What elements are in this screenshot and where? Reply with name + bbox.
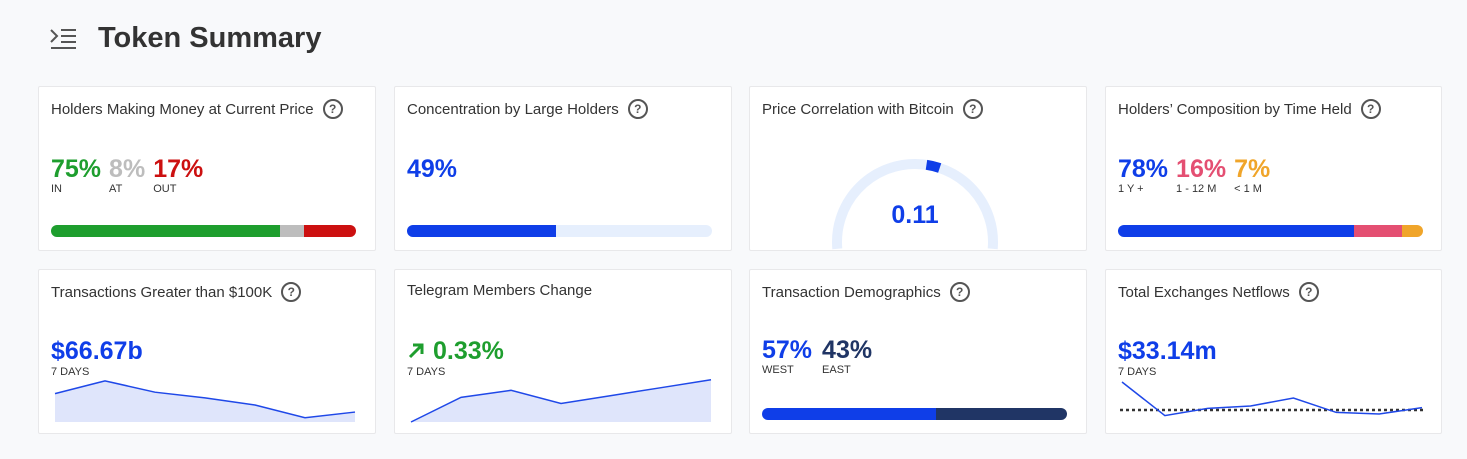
mid-label: 1 - 12 M bbox=[1176, 183, 1217, 195]
card-title-text: Concentration by Large Holders bbox=[407, 100, 619, 118]
sparkline-area bbox=[55, 380, 355, 422]
card-price-correlation: Price Correlation with Bitcoin ? 0.11 bbox=[749, 86, 1087, 251]
help-icon[interactable]: ? bbox=[627, 99, 648, 119]
money-values: 75% IN 8% AT 17% OUT bbox=[51, 155, 211, 195]
concentration-value: 49% bbox=[407, 155, 458, 183]
telegram-stat: 0.33% 7 DAYS bbox=[407, 336, 504, 378]
out-stat: 17% OUT bbox=[153, 155, 203, 195]
concentration-bar-fill bbox=[407, 225, 557, 237]
card-holders-composition: Holders’ Composition by Time Held ? 78% … bbox=[1105, 86, 1442, 251]
telegram-value-row: 0.33% bbox=[407, 336, 504, 366]
at-label: AT bbox=[109, 183, 123, 195]
help-icon[interactable]: ? bbox=[281, 282, 302, 302]
short-stat: 7% < 1 M bbox=[1234, 155, 1270, 195]
money-bar-in bbox=[51, 225, 280, 237]
card-holders-making-money: Holders Making Money at Current Price ? … bbox=[38, 86, 376, 251]
card-title-text: Transaction Demographics bbox=[762, 283, 941, 301]
card-title: Holders Making Money at Current Price ? bbox=[51, 99, 343, 119]
netflows-value: $33.14m bbox=[1118, 337, 1217, 365]
card-title-text: Transactions Greater than $100K bbox=[51, 283, 273, 301]
card-telegram-members: Telegram Members Change 0.33% 7 DAYS bbox=[394, 269, 732, 434]
card-title: Price Correlation with Bitcoin ? bbox=[762, 99, 983, 119]
out-label: OUT bbox=[153, 183, 177, 195]
card-large-transactions: Transactions Greater than $100K ? $66.67… bbox=[38, 269, 376, 434]
transactions-sparkline bbox=[54, 380, 356, 422]
help-icon[interactable]: ? bbox=[949, 282, 970, 302]
sparkline-line bbox=[1121, 381, 1423, 417]
card-title: Transactions Greater than $100K ? bbox=[51, 282, 302, 302]
card-title-text: Holders’ Composition by Time Held bbox=[1118, 100, 1352, 118]
money-bar-at bbox=[279, 225, 305, 237]
netflows-sparkline bbox=[1120, 381, 1424, 417]
demographics-values: 57% WEST 43% EAST bbox=[762, 336, 880, 376]
long-value: 78% bbox=[1118, 155, 1169, 183]
card-exchange-netflows: Total Exchanges Netflows ? $33.14m 7 DAY… bbox=[1105, 269, 1442, 434]
help-icon[interactable]: ? bbox=[962, 99, 983, 119]
west-label: WEST bbox=[762, 364, 794, 376]
card-title-text: Holders Making Money at Current Price bbox=[51, 100, 314, 118]
correlation-value: 0.11 bbox=[891, 201, 938, 229]
help-icon[interactable]: ? bbox=[1298, 282, 1319, 302]
card-transaction-demographics: Transaction Demographics ? 57% WEST 43% … bbox=[749, 269, 1087, 434]
money-bar-out bbox=[304, 225, 356, 237]
sparkline-line bbox=[410, 379, 712, 423]
demographics-bar-east bbox=[935, 408, 1067, 420]
out-value: 17% bbox=[153, 155, 204, 183]
composition-values: 78% 1 Y + 16% 1 - 12 M 7% < 1 M bbox=[1118, 155, 1278, 195]
sparkline-line bbox=[54, 380, 356, 419]
gauge-track bbox=[832, 159, 998, 250]
money-bar bbox=[51, 225, 356, 237]
in-stat: 75% IN bbox=[51, 155, 101, 195]
transactions-period: 7 DAYS bbox=[51, 366, 90, 378]
netflows-period: 7 DAYS bbox=[1118, 366, 1157, 378]
at-value: 8% bbox=[109, 155, 146, 183]
west-value: 57% bbox=[762, 336, 813, 364]
arrow-up-right-icon bbox=[408, 343, 424, 359]
help-icon[interactable]: ? bbox=[1360, 99, 1381, 119]
telegram-period: 7 DAYS bbox=[407, 366, 446, 378]
composition-bar-mid bbox=[1353, 225, 1402, 237]
transactions-value: $66.67b bbox=[51, 337, 143, 365]
at-stat: 8% AT bbox=[109, 155, 145, 195]
help-icon[interactable]: ? bbox=[322, 99, 343, 119]
in-value: 75% bbox=[51, 155, 102, 183]
page-title: Token Summary bbox=[98, 21, 322, 54]
long-label: 1 Y + bbox=[1118, 183, 1144, 195]
card-title-text: Price Correlation with Bitcoin bbox=[762, 100, 954, 118]
composition-bar-short bbox=[1401, 225, 1423, 237]
card-title-text: Telegram Members Change bbox=[407, 282, 593, 299]
west-stat: 57% WEST bbox=[762, 336, 812, 376]
east-value: 43% bbox=[822, 336, 873, 364]
menu-collapse-icon[interactable] bbox=[48, 26, 78, 50]
page-header: Token Summary bbox=[48, 18, 321, 58]
card-title: Concentration by Large Holders ? bbox=[407, 99, 648, 119]
mid-stat: 16% 1 - 12 M bbox=[1176, 155, 1226, 195]
east-stat: 43% EAST bbox=[822, 336, 872, 376]
mid-value: 16% bbox=[1176, 155, 1227, 183]
correlation-gauge: 0.11 bbox=[832, 159, 998, 250]
card-concentration: Concentration by Large Holders ? 49% bbox=[394, 86, 732, 251]
gauge-marker bbox=[925, 159, 942, 173]
short-value: 7% bbox=[1234, 155, 1271, 183]
concentration-bar bbox=[407, 225, 712, 237]
telegram-sparkline bbox=[410, 379, 712, 423]
concentration-stat: 49% bbox=[407, 155, 457, 183]
netflows-stat: $33.14m 7 DAYS bbox=[1118, 336, 1217, 378]
card-title: Total Exchanges Netflows ? bbox=[1118, 282, 1319, 302]
telegram-value: 0.33% bbox=[433, 337, 504, 365]
long-stat: 78% 1 Y + bbox=[1118, 155, 1168, 195]
in-label: IN bbox=[51, 183, 62, 195]
composition-bar-long bbox=[1118, 225, 1354, 237]
card-title: Telegram Members Change bbox=[407, 282, 592, 299]
short-label: < 1 M bbox=[1234, 183, 1262, 195]
sparkline-area bbox=[411, 379, 711, 422]
east-label: EAST bbox=[822, 364, 851, 376]
card-title-text: Total Exchanges Netflows bbox=[1118, 283, 1290, 301]
transactions-stat: $66.67b 7 DAYS bbox=[51, 336, 143, 378]
composition-bar bbox=[1118, 225, 1423, 237]
demographics-bar-west bbox=[762, 408, 936, 420]
card-title: Transaction Demographics ? bbox=[762, 282, 970, 302]
card-title: Holders’ Composition by Time Held ? bbox=[1118, 99, 1381, 119]
demographics-bar bbox=[762, 408, 1067, 420]
